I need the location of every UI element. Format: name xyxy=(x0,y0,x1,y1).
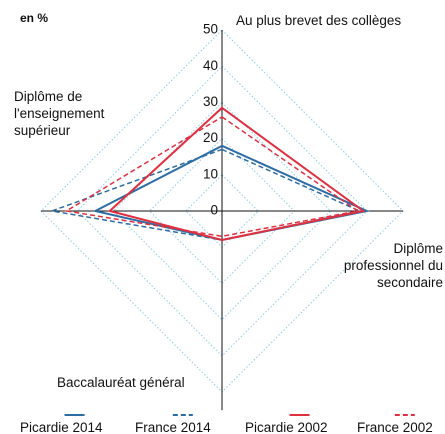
category-label: Diplôme professionnel du secondaire xyxy=(343,241,443,290)
category-label: Baccalauréat général xyxy=(57,375,185,390)
series-line xyxy=(48,148,362,241)
series-line xyxy=(107,106,366,241)
series-line xyxy=(64,115,360,238)
category-label: Diplôme de l'enseignement supérieur xyxy=(14,89,105,138)
legend-label: Picardie 2002 xyxy=(245,420,328,434)
category-label: Au plus brevet des collèges xyxy=(236,13,402,28)
legend-label: France 2002 xyxy=(357,420,433,434)
tick-label: 40 xyxy=(203,58,218,73)
tick-label: 20 xyxy=(203,130,218,145)
unit-label: en % xyxy=(20,11,48,25)
tick-label: 10 xyxy=(203,166,218,181)
tick-label: 0 xyxy=(210,203,218,218)
legend-label: Picardie 2014 xyxy=(20,420,103,434)
tick-label: 30 xyxy=(203,94,218,109)
legend-label: France 2014 xyxy=(135,420,211,434)
tick-label: 50 xyxy=(203,22,218,37)
